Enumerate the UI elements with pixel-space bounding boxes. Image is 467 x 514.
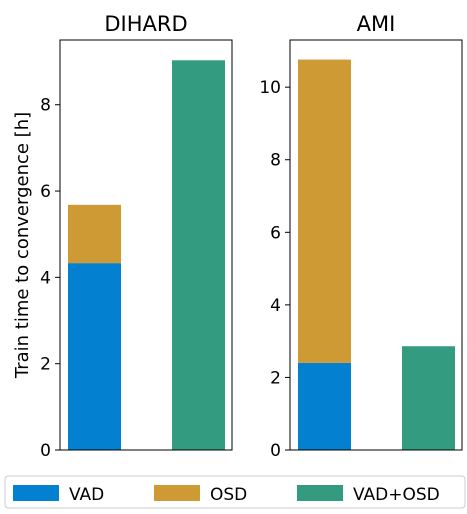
y-axis-label: Train time to convergence [h]: [12, 112, 33, 379]
legend-frame: [4, 475, 466, 509]
y-tick-label: 10: [259, 78, 281, 98]
y-tick-label: 4: [270, 296, 281, 316]
legend-swatch-vad: [13, 485, 59, 501]
legend-label-vad-osd: VAD+OSD: [353, 485, 440, 505]
legend-label-osd: OSD: [210, 485, 247, 505]
y-tick-label: 8: [40, 96, 51, 116]
y-tick-label: 0: [270, 441, 281, 461]
panel-0: 0 2 4 6 8 DIHARD: [40, 12, 233, 461]
y-tick-label: 2: [40, 355, 51, 375]
bar-ami-0-vad: [298, 362, 351, 450]
bar-dihard-0-vad: [68, 263, 121, 450]
legend-label-vad: VAD: [69, 485, 104, 505]
panel-title: DIHARD: [104, 12, 187, 36]
legend-swatch-osd: [154, 485, 200, 501]
bar-ami-1-vad-osd: [402, 346, 455, 450]
y-tick-label: 6: [270, 223, 281, 243]
y-tick-label: 0: [40, 441, 51, 461]
bar-dihard-1-vad-osd: [172, 60, 225, 450]
panels-layer: 0 2 4 6 8 DIHARD 0 2 4 6 8 10 AMI: [40, 12, 463, 461]
bar-ami-0-osd: [298, 59, 351, 363]
panel-1: 0 2 4 6 8 10 AMI: [259, 12, 463, 461]
y-tick-label: 4: [40, 268, 51, 288]
y-tick-label: 2: [270, 368, 281, 388]
legend: VAD OSD VAD+OSD: [4, 475, 466, 509]
bar-dihard-0-osd: [68, 204, 121, 264]
y-tick-label: 8: [270, 151, 281, 171]
axis-frame: [59, 39, 233, 451]
panel-title: AMI: [357, 12, 396, 36]
axis-frame: [289, 39, 463, 451]
y-tick-label: 6: [40, 182, 51, 202]
legend-swatch-vad-osd: [297, 485, 343, 501]
